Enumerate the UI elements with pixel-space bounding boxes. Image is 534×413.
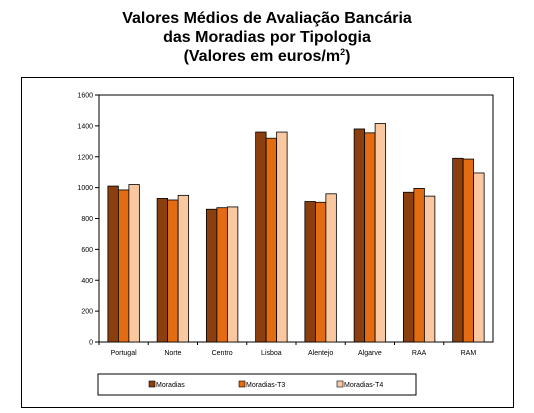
bar-lisboa-moradias <box>255 131 267 343</box>
y-tick-label-1600: 1600 <box>77 93 93 100</box>
bar-algarve-moradias-t3 <box>364 132 376 343</box>
legend-label-moradias-t3: Moradias-T3 <box>246 382 285 389</box>
title-superscript: 2 <box>340 47 346 57</box>
bar-algarve-moradias <box>353 128 366 343</box>
bar-lisboa-moradias-t4 <box>276 131 288 343</box>
category-label-portugal: Portugal <box>111 350 138 357</box>
bar-alentejo-moradias-t4 <box>325 193 337 343</box>
legend-label-moradias: Moradias <box>156 382 185 389</box>
bar-raa-moradias-t4 <box>423 195 436 343</box>
bar-ram-moradias-t4 <box>473 172 485 343</box>
legend-swatch-moradias-t4 <box>336 380 344 388</box>
title-line-2: das Moradias por Tipologia <box>163 29 371 46</box>
y-tick-label-600: 600 <box>81 247 93 254</box>
bar-centro-moradias <box>205 208 218 343</box>
y-tick-label-1200: 1200 <box>77 154 93 161</box>
bar-raa-moradias <box>402 191 415 343</box>
category-label-algarve: Algarve <box>358 350 382 357</box>
category-label-ram: RAM <box>461 350 477 357</box>
bar-portugal-moradias-t4 <box>128 184 140 343</box>
bar-ram-moradias <box>452 157 464 343</box>
category-label-lisboa: Lisboa <box>261 350 282 357</box>
bar-portugal-moradias <box>107 185 119 343</box>
category-label-raa: RAA <box>412 350 427 357</box>
y-tick-label-800: 800 <box>81 216 93 223</box>
bar-norte-moradias <box>156 198 169 343</box>
bar-lisboa-moradias-t3 <box>265 137 278 343</box>
bar-portugal-moradias-t3 <box>117 189 130 343</box>
category-label-norte: Norte <box>164 350 181 357</box>
category-label-alentejo: Alentejo <box>308 350 333 357</box>
bar-alentejo-moradias <box>304 201 316 343</box>
legend <box>97 373 417 396</box>
y-tick-label-1400: 1400 <box>77 123 93 130</box>
y-tick-label-400: 400 <box>81 278 93 285</box>
bar-norte-moradias-t4 <box>177 194 190 343</box>
bar-alentejo-moradias-t3 <box>314 201 327 343</box>
title-line-1: Valores Médios de Avaliação Bancária <box>122 10 412 27</box>
title-line-3: (Valores em euros/m2) <box>183 47 351 66</box>
bar-norte-moradias-t3 <box>167 199 179 343</box>
legend-swatch-moradias-t3 <box>238 380 246 388</box>
y-tick-label-200: 200 <box>81 309 93 316</box>
category-label-centro: Centro <box>212 350 233 357</box>
chart-title: Valores Médios de Avaliação Bancária das… <box>0 9 534 66</box>
bar-algarve-moradias-t4 <box>374 123 387 343</box>
bar-centro-moradias-t4 <box>226 206 239 343</box>
bar-ram-moradias-t3 <box>462 158 475 343</box>
bar-centro-moradias-t3 <box>216 207 228 343</box>
bar-raa-moradias-t3 <box>413 187 425 343</box>
y-tick-label-0: 0 <box>89 340 93 347</box>
legend-label-moradias-t4: Moradias-T4 <box>344 382 383 389</box>
y-tick-label-1000: 1000 <box>77 185 93 192</box>
legend-swatch-moradias <box>148 380 156 388</box>
